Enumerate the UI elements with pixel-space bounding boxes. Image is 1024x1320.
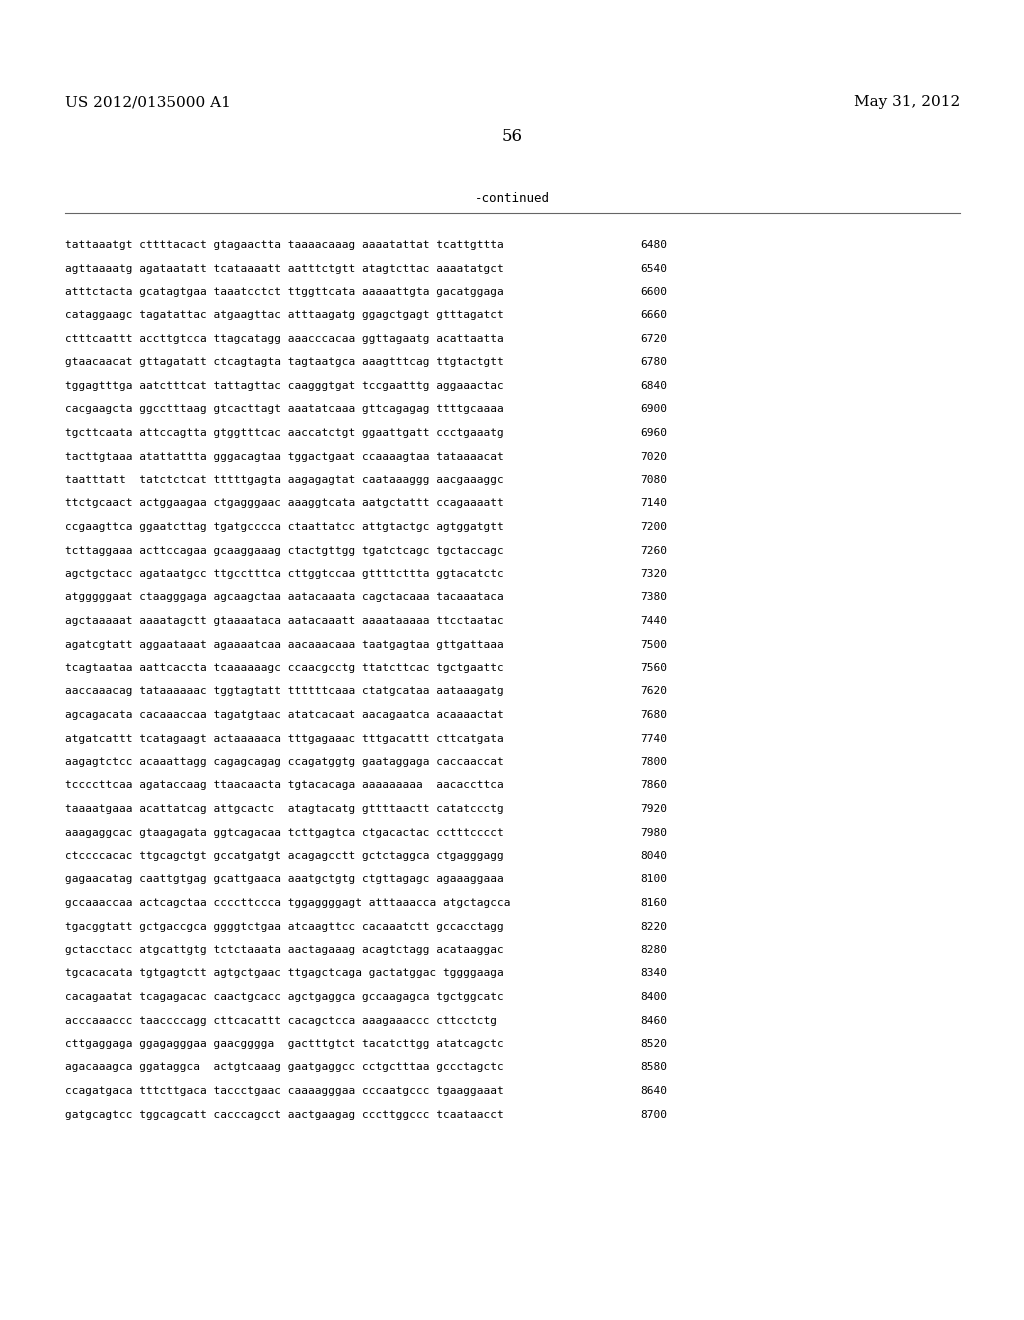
Text: 8040: 8040: [640, 851, 667, 861]
Text: taatttatt  tatctctcat tttttgagta aagagagtat caataaaggg aacgaaaggc: taatttatt tatctctcat tttttgagta aagagagt…: [65, 475, 504, 484]
Text: ctttcaattt accttgtcca ttagcatagg aaacccacaa ggttagaatg acattaatta: ctttcaattt accttgtcca ttagcatagg aaaccca…: [65, 334, 504, 345]
Text: agttaaaatg agataatatt tcataaaatt aatttctgtt atagtcttac aaaatatgct: agttaaaatg agataatatt tcataaaatt aatttct…: [65, 264, 504, 273]
Text: agacaaagca ggataggca  actgtcaaag gaatgaggcc cctgctttaa gccctagctc: agacaaagca ggataggca actgtcaaag gaatgagg…: [65, 1063, 504, 1072]
Text: 7500: 7500: [640, 639, 667, 649]
Text: 7980: 7980: [640, 828, 667, 837]
Text: gagaacatag caattgtgag gcattgaaca aaatgctgtg ctgttagagc agaaaggaaa: gagaacatag caattgtgag gcattgaaca aaatgct…: [65, 874, 504, 884]
Text: 7800: 7800: [640, 756, 667, 767]
Text: 8340: 8340: [640, 969, 667, 978]
Text: tccccttcaa agataccaag ttaacaacta tgtacacaga aaaaaaaaa  aacaccttca: tccccttcaa agataccaag ttaacaacta tgtacac…: [65, 780, 504, 791]
Text: ttctgcaact actggaagaa ctgagggaac aaaggtcata aatgctattt ccagaaaatt: ttctgcaact actggaagaa ctgagggaac aaaggtc…: [65, 499, 504, 508]
Text: atgggggaat ctaagggaga agcaagctaa aatacaaata cagctacaaa tacaaataca: atgggggaat ctaagggaga agcaagctaa aatacaa…: [65, 593, 504, 602]
Text: 7260: 7260: [640, 545, 667, 556]
Text: 8640: 8640: [640, 1086, 667, 1096]
Text: 7860: 7860: [640, 780, 667, 791]
Text: gtaacaacat gttagatatt ctcagtagta tagtaatgca aaagtttcag ttgtactgtt: gtaacaacat gttagatatt ctcagtagta tagtaat…: [65, 358, 504, 367]
Text: 8280: 8280: [640, 945, 667, 954]
Text: 6780: 6780: [640, 358, 667, 367]
Text: 7020: 7020: [640, 451, 667, 462]
Text: -continued: -continued: [474, 191, 550, 205]
Text: US 2012/0135000 A1: US 2012/0135000 A1: [65, 95, 230, 110]
Text: 6960: 6960: [640, 428, 667, 438]
Text: 6540: 6540: [640, 264, 667, 273]
Text: 6900: 6900: [640, 404, 667, 414]
Text: atttctacta gcatagtgaa taaatcctct ttggttcata aaaaattgta gacatggaga: atttctacta gcatagtgaa taaatcctct ttggttc…: [65, 286, 504, 297]
Text: 7920: 7920: [640, 804, 667, 814]
Text: 7320: 7320: [640, 569, 667, 579]
Text: 56: 56: [502, 128, 522, 145]
Text: 7680: 7680: [640, 710, 667, 719]
Text: 6600: 6600: [640, 286, 667, 297]
Text: atgatcattt tcatagaagt actaaaaaca tttgagaaac tttgacattt cttcatgata: atgatcattt tcatagaagt actaaaaaca tttgaga…: [65, 734, 504, 743]
Text: aagagtctcc acaaattagg cagagcagag ccagatggtg gaataggaga caccaaccat: aagagtctcc acaaattagg cagagcagag ccagatg…: [65, 756, 504, 767]
Text: 7560: 7560: [640, 663, 667, 673]
Text: 6480: 6480: [640, 240, 667, 249]
Text: 8400: 8400: [640, 993, 667, 1002]
Text: 7740: 7740: [640, 734, 667, 743]
Text: agcagacata cacaaaccaa tagatgtaac atatcacaat aacagaatca acaaaactat: agcagacata cacaaaccaa tagatgtaac atatcac…: [65, 710, 504, 719]
Text: 7200: 7200: [640, 521, 667, 532]
Text: acccaaaccc taaccccagg cttcacattt cacagctcca aaagaaaccc cttcctctg: acccaaaccc taaccccagg cttcacattt cacagct…: [65, 1015, 497, 1026]
Text: aaagaggcac gtaagagata ggtcagacaa tcttgagtca ctgacactac cctttcccct: aaagaggcac gtaagagata ggtcagacaa tcttgag…: [65, 828, 504, 837]
Text: agatcgtatt aggaataaat agaaaatcaa aacaaacaaa taatgagtaa gttgattaaa: agatcgtatt aggaataaat agaaaatcaa aacaaac…: [65, 639, 504, 649]
Text: 7080: 7080: [640, 475, 667, 484]
Text: taaaatgaaa acattatcag attgcactc  atagtacatg gttttaactt catatccctg: taaaatgaaa acattatcag attgcactc atagtaca…: [65, 804, 504, 814]
Text: 8100: 8100: [640, 874, 667, 884]
Text: cttgaggaga ggagagggaa gaacgggga  gactttgtct tacatcttgg atatcagctc: cttgaggaga ggagagggaa gaacgggga gactttgt…: [65, 1039, 504, 1049]
Text: ctccccacac ttgcagctgt gccatgatgt acagagcctt gctctaggca ctgagggagg: ctccccacac ttgcagctgt gccatgatgt acagagc…: [65, 851, 504, 861]
Text: 8220: 8220: [640, 921, 667, 932]
Text: 7380: 7380: [640, 593, 667, 602]
Text: cataggaagc tagatattac atgaagttac atttaagatg ggagctgagt gtttagatct: cataggaagc tagatattac atgaagttac atttaag…: [65, 310, 504, 321]
Text: tcttaggaaa acttccagaa gcaaggaaag ctactgttgg tgatctcagc tgctaccagc: tcttaggaaa acttccagaa gcaaggaaag ctactgt…: [65, 545, 504, 556]
Text: cacagaatat tcagagacac caactgcacc agctgaggca gccaagagca tgctggcatc: cacagaatat tcagagacac caactgcacc agctgag…: [65, 993, 504, 1002]
Text: agctaaaaat aaaatagctt gtaaaataca aatacaaatt aaaataaaaa ttcctaatac: agctaaaaat aaaatagctt gtaaaataca aatacaa…: [65, 616, 504, 626]
Text: 8460: 8460: [640, 1015, 667, 1026]
Text: cacgaagcta ggcctttaag gtcacttagt aaatatcaaa gttcagagag ttttgcaaaa: cacgaagcta ggcctttaag gtcacttagt aaatatc…: [65, 404, 504, 414]
Text: tggagtttga aatctttcat tattagttac caagggtgat tccgaatttg aggaaactac: tggagtttga aatctttcat tattagttac caagggt…: [65, 381, 504, 391]
Text: 8160: 8160: [640, 898, 667, 908]
Text: gccaaaccaa actcagctaa ccccttccca tggaggggagt atttaaacca atgctagcca: gccaaaccaa actcagctaa ccccttccca tggaggg…: [65, 898, 511, 908]
Text: 6660: 6660: [640, 310, 667, 321]
Text: 7140: 7140: [640, 499, 667, 508]
Text: 8700: 8700: [640, 1110, 667, 1119]
Text: tgacggtatt gctgaccgca ggggtctgaa atcaagttcc cacaaatctt gccacctagg: tgacggtatt gctgaccgca ggggtctgaa atcaagt…: [65, 921, 504, 932]
Text: May 31, 2012: May 31, 2012: [854, 95, 961, 110]
Text: ccgaagttca ggaatcttag tgatgcccca ctaattatcc attgtactgc agtggatgtt: ccgaagttca ggaatcttag tgatgcccca ctaatta…: [65, 521, 504, 532]
Text: gctacctacc atgcattgtg tctctaaata aactagaaag acagtctagg acataaggac: gctacctacc atgcattgtg tctctaaata aactaga…: [65, 945, 504, 954]
Text: agctgctacc agataatgcc ttgcctttca cttggtccaa gttttcttta ggtacatctc: agctgctacc agataatgcc ttgcctttca cttggtc…: [65, 569, 504, 579]
Text: aaccaaacag tataaaaaac tggtagtatt ttttttcaaa ctatgcataa aataaagatg: aaccaaacag tataaaaaac tggtagtatt ttttttc…: [65, 686, 504, 697]
Text: tacttgtaaa atattattta gggacagtaa tggactgaat ccaaaagtaa tataaaacat: tacttgtaaa atattattta gggacagtaa tggactg…: [65, 451, 504, 462]
Text: tgcttcaata attccagtta gtggtttcac aaccatctgt ggaattgatt ccctgaaatg: tgcttcaata attccagtta gtggtttcac aaccatc…: [65, 428, 504, 438]
Text: ccagatgaca tttcttgaca taccctgaac caaaagggaa cccaatgccc tgaaggaaat: ccagatgaca tttcttgaca taccctgaac caaaagg…: [65, 1086, 504, 1096]
Text: tcagtaataa aattcaccta tcaaaaaagc ccaacgcctg ttatcttcac tgctgaattc: tcagtaataa aattcaccta tcaaaaaagc ccaacgc…: [65, 663, 504, 673]
Text: 6720: 6720: [640, 334, 667, 345]
Text: tattaaatgt cttttacact gtagaactta taaaacaaag aaaatattat tcattgttta: tattaaatgt cttttacact gtagaactta taaaaca…: [65, 240, 504, 249]
Text: 8520: 8520: [640, 1039, 667, 1049]
Text: 6840: 6840: [640, 381, 667, 391]
Text: 8580: 8580: [640, 1063, 667, 1072]
Text: tgcacacata tgtgagtctt agtgctgaac ttgagctcaga gactatggac tggggaaga: tgcacacata tgtgagtctt agtgctgaac ttgagct…: [65, 969, 504, 978]
Text: 7440: 7440: [640, 616, 667, 626]
Text: gatgcagtcc tggcagcatt cacccagcct aactgaagag cccttggccc tcaataacct: gatgcagtcc tggcagcatt cacccagcct aactgaa…: [65, 1110, 504, 1119]
Text: 7620: 7620: [640, 686, 667, 697]
